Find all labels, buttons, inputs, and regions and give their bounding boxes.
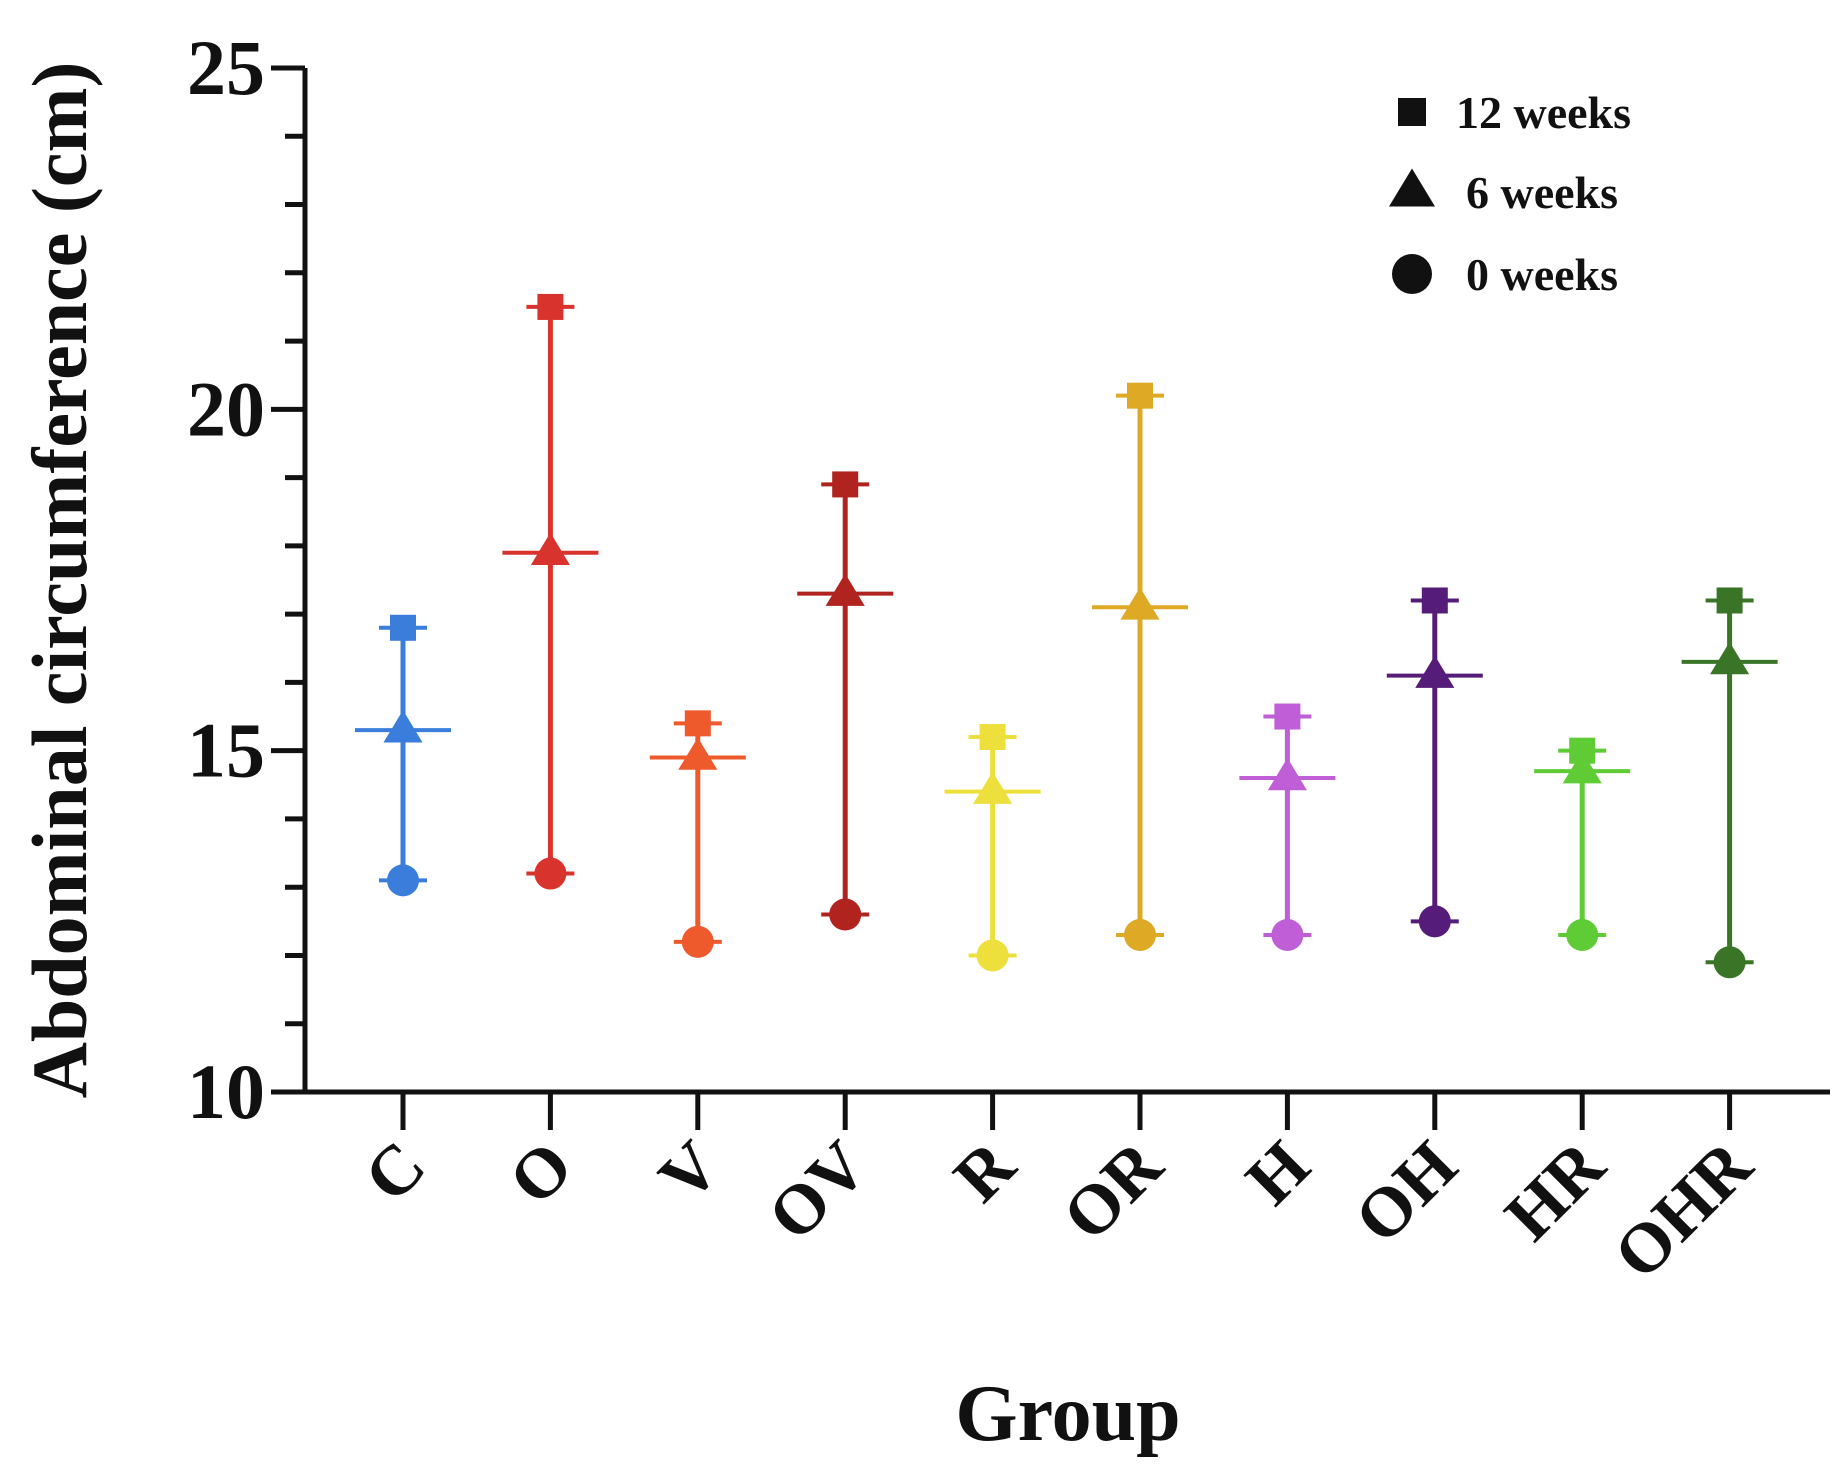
point-0-weeks (1271, 918, 1304, 951)
x-tick-label: OH (1341, 1127, 1472, 1258)
point-6-weeks (1120, 587, 1160, 620)
point-12-weeks (1274, 703, 1301, 730)
legend-square-icon (1398, 98, 1426, 126)
axes (302, 68, 1830, 1095)
group-oh (1386, 587, 1483, 938)
point-6-weeks (1415, 655, 1455, 688)
point-0-weeks (387, 864, 419, 897)
x-tick-label: OV (754, 1127, 883, 1256)
point-0-weeks (1713, 946, 1746, 979)
data-series (355, 293, 1778, 979)
point-6-weeks (1710, 641, 1750, 675)
x-axis-title: Group (955, 1370, 1180, 1458)
legend-label: 6 weeks (1466, 167, 1618, 218)
y-tick-label: 15 (187, 707, 265, 794)
point-12-weeks (979, 724, 1006, 751)
point-0-weeks (1418, 905, 1451, 938)
point-0-weeks (976, 939, 1009, 972)
group-ohr (1681, 587, 1778, 979)
y-axis-title: Abdominal circumference (cm) (16, 62, 103, 1099)
x-tick-label: V (645, 1127, 735, 1217)
group-o (502, 293, 599, 890)
point-12-weeks (832, 471, 859, 498)
point-0-weeks (1124, 918, 1156, 951)
group-ov (797, 471, 894, 931)
legend-triangle-icon (1389, 168, 1435, 207)
legend-label: 12 weeks (1456, 87, 1631, 138)
point-12-weeks (390, 614, 416, 641)
point-0-weeks (1566, 918, 1599, 951)
x-tick-label: O (495, 1127, 588, 1220)
point-12-weeks (1127, 382, 1153, 409)
point-12-weeks (1716, 587, 1743, 614)
point-6-weeks (1267, 757, 1307, 791)
group-c (355, 614, 451, 897)
group-h (1239, 703, 1336, 951)
x-tick-label: R (940, 1126, 1031, 1217)
group-v (649, 710, 746, 958)
x-tick-label: H (1232, 1127, 1325, 1220)
point-6-weeks (530, 532, 570, 565)
point-12-weeks (684, 710, 711, 737)
legend-label: 0 weeks (1466, 249, 1618, 300)
y-tick-label: 20 (187, 365, 265, 452)
point-6-weeks (1562, 751, 1602, 784)
y-tick-label: 10 (187, 1048, 265, 1135)
point-6-weeks (825, 573, 865, 606)
group-r (944, 724, 1041, 972)
y-ticks: 10 15 20 25 (187, 24, 305, 1135)
point-0-weeks (681, 925, 714, 958)
point-12-weeks (537, 293, 564, 320)
point-0-weeks (534, 857, 567, 890)
point-6-weeks (383, 710, 423, 743)
x-tick-label: OHR (1600, 1126, 1768, 1294)
point-0-weeks (829, 898, 862, 931)
x-tick-label: HR (1491, 1126, 1621, 1256)
y-tick-label: 25 (187, 24, 265, 111)
group-hr (1534, 737, 1631, 951)
point-6-weeks (678, 737, 718, 770)
legend-circle-icon (1392, 254, 1432, 294)
legend: 12 weeks 6 weeks 0 weeks (1389, 87, 1631, 300)
point-6-weeks (973, 771, 1013, 804)
point-12-weeks (1421, 587, 1448, 614)
x-tick-label: C (350, 1127, 440, 1217)
group-or (1092, 382, 1188, 951)
x-tick-label: OR (1049, 1126, 1179, 1256)
